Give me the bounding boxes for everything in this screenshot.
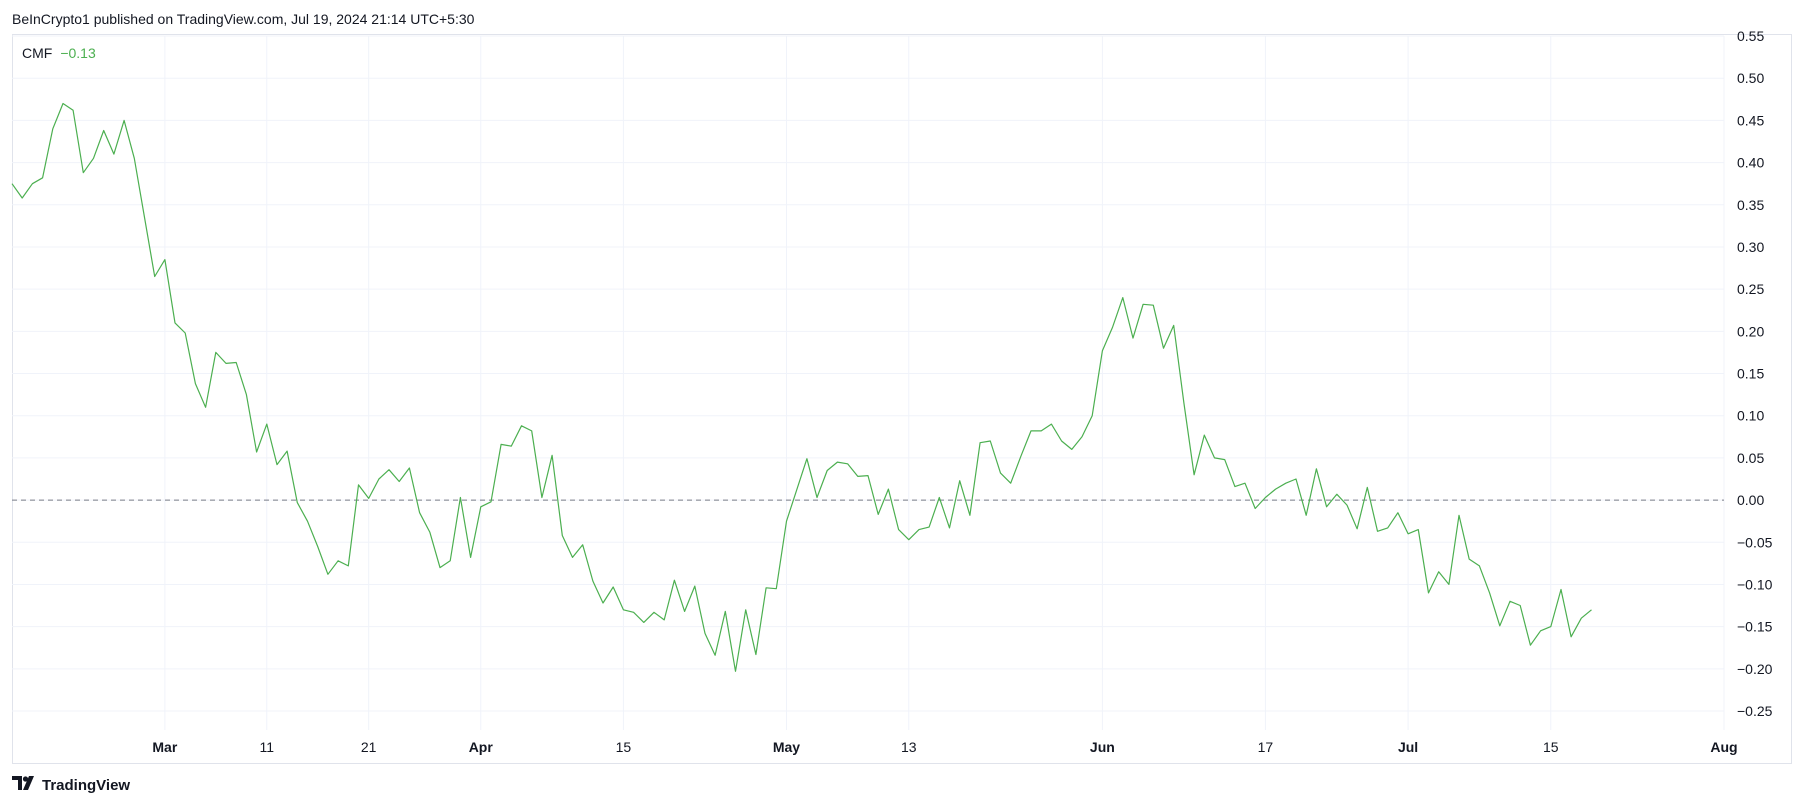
y-tick-label: −0.20 (1737, 661, 1773, 677)
x-tick-label: 15 (1543, 739, 1559, 755)
y-tick-label: −0.15 (1737, 619, 1773, 635)
y-axis: 0.55 0.50 0.45 0.40 0.35 0.30 0.25 0.20 0.15 0.10… (1737, 28, 1773, 719)
y-tick-label: 0.05 (1737, 450, 1764, 466)
y-tick-label: 0.25 (1737, 281, 1764, 297)
x-axis: Mar 11 21 Apr 15 May 13 Jun 17 Jul 15 Aug (152, 739, 1737, 755)
x-tick-label: 13 (901, 739, 917, 755)
y-tick-label: 0.55 (1737, 28, 1764, 44)
y-tick-label: 0.15 (1737, 366, 1764, 382)
grid-layer (12, 35, 1725, 730)
x-tick-label: 21 (361, 739, 377, 755)
chart-frame (12, 34, 1792, 764)
x-tick-label: Jul (1398, 739, 1418, 755)
y-tick-label: 0.20 (1737, 323, 1764, 339)
x-tick-label: Aug (1710, 739, 1737, 755)
y-tick-label: 0.35 (1737, 197, 1764, 213)
series-layer (11, 102, 1592, 672)
tradingview-logo-icon (12, 776, 38, 795)
y-tick-label: 0.45 (1737, 112, 1764, 128)
y-tick-label: 0.30 (1737, 239, 1764, 255)
x-tick-label: Mar (152, 739, 177, 755)
cmf-series-line (11, 102, 1592, 672)
y-tick-label: −0.10 (1737, 576, 1773, 592)
y-tick-label: 0.10 (1737, 408, 1764, 424)
y-tick-label: −0.25 (1737, 703, 1773, 719)
x-tick-label: 11 (259, 739, 274, 755)
x-tick-label: May (773, 739, 800, 755)
indicator-name: CMF (22, 45, 53, 61)
y-tick-label: 0.40 (1737, 155, 1764, 171)
y-tick-label: −0.05 (1737, 534, 1773, 550)
y-tick-label: 0.00 (1737, 492, 1764, 508)
indicator-legend[interactable]: CMF −0.13 (22, 45, 96, 61)
y-tick-label: 0.50 (1737, 70, 1764, 86)
x-tick-label: 15 (616, 739, 632, 755)
indicator-value: −0.13 (60, 45, 96, 61)
footer-brand-label: TradingView (42, 777, 131, 794)
x-tick-label: Jun (1090, 739, 1115, 755)
published-info: BeInCrypto1 published on TradingView.com… (12, 11, 475, 27)
footer-brand[interactable]: TradingView (12, 776, 130, 795)
x-tick-label: Apr (469, 739, 494, 755)
x-tick-label: 17 (1258, 739, 1274, 755)
